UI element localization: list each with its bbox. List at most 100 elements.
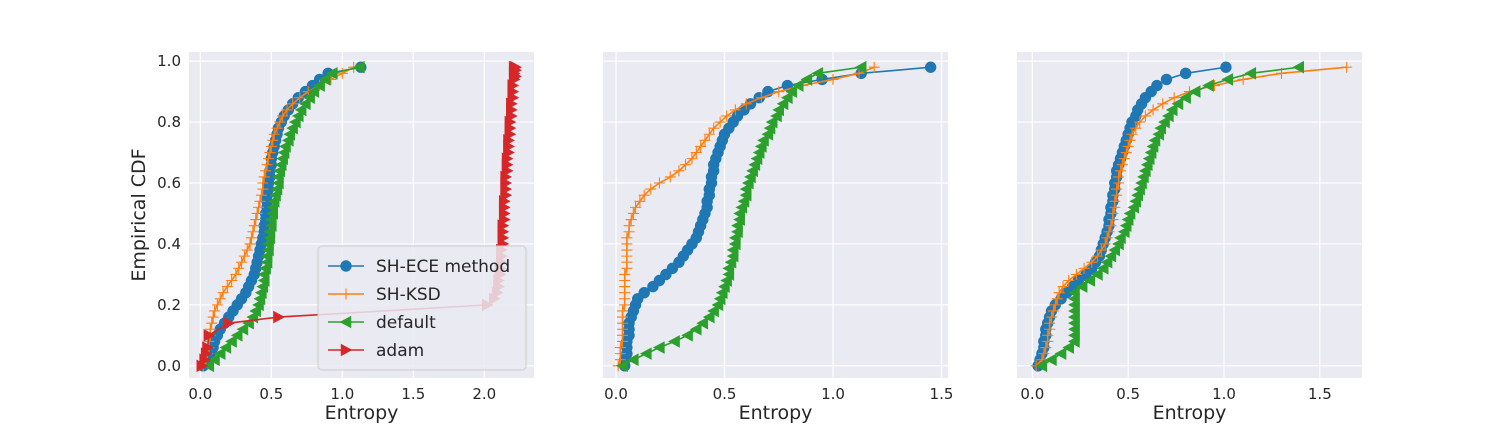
data-point [1148,134,1161,147]
y-tick-label: 0.6 [157,174,181,192]
data-point [853,67,865,79]
y-tick-label: 0.4 [157,235,181,253]
data-point [811,67,824,80]
data-point [1114,231,1126,245]
data-point [1244,67,1257,80]
data-point [1124,134,1136,146]
data-point [1096,262,1109,275]
data-point [791,79,804,92]
data-point [1035,359,1048,373]
data-point [223,316,236,330]
data-point [1046,311,1057,323]
data-point [303,91,315,105]
data-point [776,97,789,111]
data-point [1158,115,1170,129]
data-point [924,61,937,73]
data-point [250,214,262,226]
data-point [1091,268,1103,281]
data-point [1151,79,1163,92]
data-point [673,165,685,177]
data-point [616,359,628,373]
data-point [772,103,784,117]
x-tick-label: 1.5 [401,385,425,403]
data-point [209,305,221,317]
data-point [1109,195,1121,207]
legend-entry: SH-KSD [376,285,441,305]
data-point [638,286,650,299]
data-point [294,103,307,117]
data-point [244,238,256,250]
x-tick-label: 1.5 [930,385,954,403]
data-point [1105,220,1117,232]
data-point [1075,280,1088,293]
data-point [1179,91,1191,105]
data-point [268,128,280,140]
data-point [251,207,263,219]
data-point [1042,329,1054,341]
data-point [1062,341,1074,354]
data-point [1168,92,1180,104]
data-point [765,115,778,129]
data-point [313,79,325,92]
data-point [1083,274,1096,287]
data-point [264,147,276,159]
data-point [1100,255,1113,269]
data-point [755,92,767,104]
data-point [241,244,253,256]
data-point [617,305,629,317]
legend-marker [340,288,352,300]
data-point [206,317,218,329]
data-point [634,195,646,207]
data-point [781,91,793,105]
series-default [202,60,365,373]
data-point [211,299,223,311]
data-point [627,207,639,219]
data-point [1040,342,1052,354]
data-point [702,310,715,324]
data-point [740,98,752,110]
plot-area [603,52,948,378]
data-point [638,189,650,201]
x-tick-label: 0.0 [1020,385,1044,403]
data-point [254,195,266,207]
data-point [773,86,785,98]
data-point [626,353,639,367]
x-tick-label: 0.5 [713,385,737,403]
data-point [1161,109,1174,123]
data-point [226,275,238,287]
data-point [1070,268,1082,280]
data-point [263,153,275,165]
data-point [1107,207,1119,219]
data-point [1116,159,1128,171]
data-point [257,177,269,189]
data-point [1049,299,1061,311]
data-point [325,67,338,80]
data-point [233,262,245,274]
data-point [1126,128,1138,140]
data-point [689,322,702,336]
data-point [219,341,232,354]
data-point [236,256,248,268]
y-tick-label: 0.0 [157,357,181,375]
data-point [298,97,311,111]
data-point [1095,244,1107,256]
data-point [274,116,286,128]
data-point [696,316,709,330]
data-point [1220,61,1232,73]
data-point [1120,147,1132,159]
data-point [287,98,299,110]
x-axis-label: Entropy [1153,402,1227,424]
data-point [679,159,691,171]
data-point [1108,243,1120,257]
data-point [281,104,293,116]
x-tick-label: 1.5 [1308,385,1332,403]
data-point [261,159,273,171]
x-tick-label: 1.0 [1212,385,1236,403]
x-axis-label: Entropy [739,402,813,424]
legend-marker [340,260,352,272]
data-point [289,115,301,129]
data-point [258,171,270,183]
data-point [1038,348,1050,360]
data-point [202,359,215,373]
